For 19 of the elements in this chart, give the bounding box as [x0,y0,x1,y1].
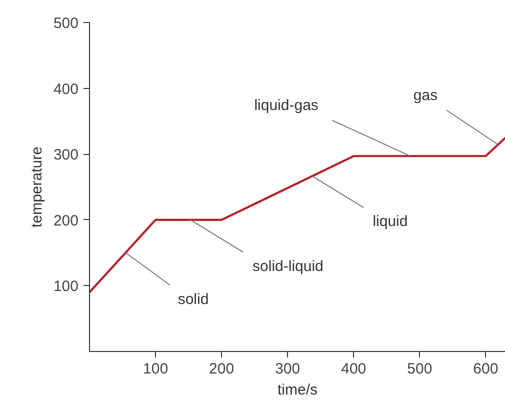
line-series [90,136,505,294]
y-tick-label: 400 [53,80,79,98]
y-axis-title: temperature [28,146,46,228]
x-tick-label: 100 [143,360,168,378]
y-tick-label: 500 [53,15,79,32]
x-tick-label: 300 [275,360,300,378]
y-tick-label: 200 [53,212,79,230]
annotation: gas [413,87,438,104]
y-tick-label: 300 [53,146,79,164]
x-tick-label: 200 [209,360,234,378]
x-axis-title: time/s [278,382,318,398]
x-tick-label: 500 [407,360,432,378]
annotation: solid-liquid [252,258,324,275]
annotation: solid [178,290,209,308]
x-tick-label: 600 [473,360,498,378]
x-tick-label: 400 [341,360,366,378]
annotation: liquid-gas [254,97,318,114]
y-tick-label: 100 [53,278,79,296]
annotation: liquid [372,213,408,230]
